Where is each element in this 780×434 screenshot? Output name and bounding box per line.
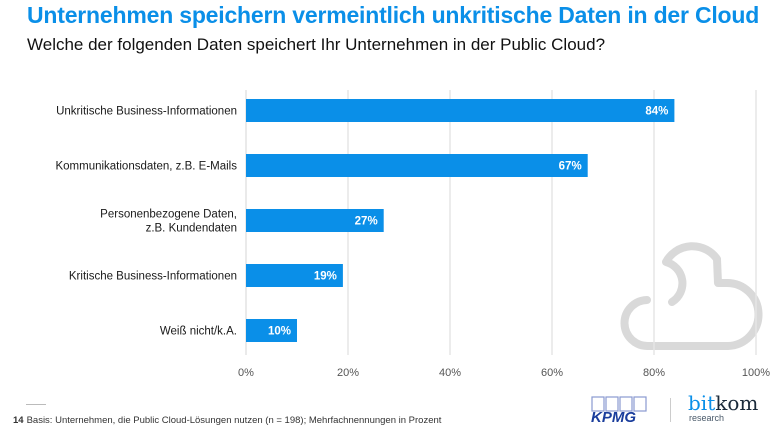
footnote: 14 Basis: Unternehmen, die Public Cloud-L… <box>13 415 441 426</box>
bar-value-label: 27% <box>355 216 378 228</box>
bitkom-kom: kom <box>715 391 759 415</box>
bar <box>246 99 675 122</box>
category-label: Unkritische Business-Informationen <box>56 106 237 118</box>
bar-value-label: 67% <box>559 161 582 173</box>
category-labels: Unkritische Business-Informationen Kommun… <box>55 106 237 338</box>
bar <box>246 209 384 232</box>
footnote-divider <box>26 404 46 405</box>
kpmg-logo: KPMG <box>591 396 647 426</box>
page-number: 14 <box>13 415 24 426</box>
bar-value-label: 10% <box>268 326 291 338</box>
footnote-text: Basis: Unternehmen, die Public Cloud-Lös… <box>26 415 442 426</box>
bitkom-logo: bitkom research <box>688 393 758 423</box>
logo-separator <box>670 398 671 422</box>
kpmg-wordmark: KPMG <box>591 409 636 426</box>
x-tick-label: 100% <box>742 367 770 379</box>
category-label: z.B. Kundendaten <box>146 223 237 235</box>
x-axis-ticks: 0% 20% 40% 60% 80% 100% <box>238 367 770 379</box>
category-label: Personenbezogene Daten, <box>100 209 237 221</box>
category-label: Kritische Business-Informationen <box>69 271 237 283</box>
bitkom-research: research <box>689 413 725 423</box>
x-tick-label: 40% <box>439 367 461 379</box>
x-tick-label: 80% <box>643 367 665 379</box>
bar-value-label: 19% <box>314 271 337 283</box>
x-tick-label: 20% <box>337 367 359 379</box>
bitkom-bit: bit <box>688 391 716 415</box>
cloud-icon <box>620 242 763 351</box>
category-label: Kommunikationsdaten, z.B. E-Mails <box>55 161 237 173</box>
bars: 84% 67% 27% 19% 10% <box>246 99 675 342</box>
chart-title: Unternehmen speichern vermeintlich unkri… <box>27 2 760 28</box>
category-label: Weiß nicht/k.A. <box>160 326 237 338</box>
chart-subtitle: Welche der folgenden Daten speichert Ihr… <box>27 35 606 54</box>
bar <box>246 154 588 177</box>
x-tick-label: 0% <box>238 367 254 379</box>
bar <box>246 264 343 287</box>
x-tick-label: 60% <box>541 367 563 379</box>
bar <box>246 319 297 342</box>
bar-value-label: 84% <box>645 106 668 118</box>
